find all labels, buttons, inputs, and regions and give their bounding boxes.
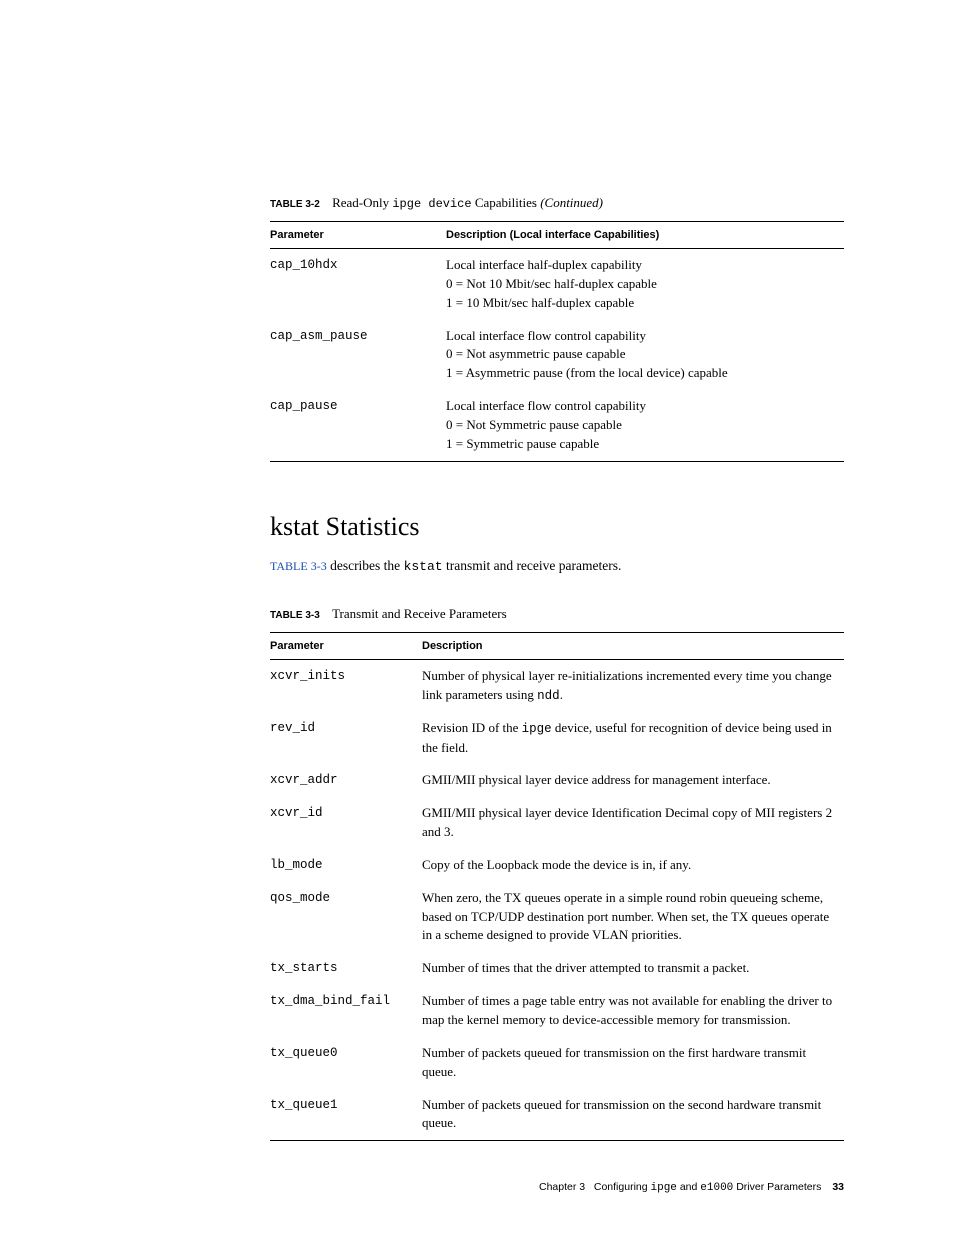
- table-3-2-caption-continued: (Continued): [540, 195, 603, 210]
- table-row: qos_mode When zero, the TX queues operat…: [270, 882, 844, 953]
- page: TABLE 3-2 Read-Only ipge device Capabili…: [0, 0, 954, 1254]
- table-3-2-header-desc: Description (Local interface Capabilitie…: [446, 222, 844, 249]
- table-row: xcvr_addr GMII/MII physical layer device…: [270, 764, 844, 797]
- table-3-3-label: TABLE 3-3: [270, 610, 320, 621]
- table-row: cap_asm_pause Local interface flow contr…: [270, 320, 844, 391]
- footer-title-pre: Configuring: [594, 1181, 651, 1193]
- table-row: lb_mode Copy of the Loopback mode the de…: [270, 849, 844, 882]
- param-cell: cap_pause: [270, 390, 446, 461]
- table-3-3-caption: TABLE 3-3 Transmit and Receive Parameter…: [270, 606, 844, 622]
- param-cell: cap_asm_pause: [270, 320, 446, 391]
- desc-cell: Number of times that the driver attempte…: [422, 952, 844, 985]
- desc-cell: GMII/MII physical layer device address f…: [422, 764, 844, 797]
- table-3-2-header-param: Parameter: [270, 222, 446, 249]
- param-cell: xcvr_inits: [270, 660, 422, 712]
- table-3-2: Parameter Description (Local interface C…: [270, 221, 844, 462]
- param-cell: rev_id: [270, 712, 422, 764]
- page-number: 33: [832, 1181, 844, 1193]
- table-3-3-caption-title: Transmit and Receive Parameters: [332, 606, 507, 621]
- desc-cell: Local interface half-duplex capability 0…: [446, 249, 844, 320]
- desc-cell: GMII/MII physical layer device Identific…: [422, 797, 844, 849]
- param-cell: qos_mode: [270, 882, 422, 953]
- desc-cell: Revision ID of the ipge device, useful f…: [422, 712, 844, 764]
- desc-cell: Number of packets queued for transmissio…: [422, 1037, 844, 1089]
- param-cell: tx_queue0: [270, 1037, 422, 1089]
- table-3-3: Parameter Description xcvr_inits Number …: [270, 632, 844, 1141]
- section-heading-kstat: kstat Statistics: [270, 512, 844, 542]
- table-row: tx_starts Number of times that the drive…: [270, 952, 844, 985]
- table-3-3-header-desc: Description: [422, 633, 844, 660]
- footer-code-ipge: ipge: [651, 1182, 677, 1194]
- table-3-3-link[interactable]: TABLE 3-3: [270, 559, 327, 573]
- param-cell: tx_queue1: [270, 1089, 422, 1141]
- table-3-2-caption-code: ipge device: [392, 197, 471, 211]
- desc-cell: Number of packets queued for transmissio…: [422, 1089, 844, 1141]
- table-3-2-caption-suffix: Capabilities: [472, 195, 541, 210]
- table-row: tx_queue0 Number of packets queued for t…: [270, 1037, 844, 1089]
- table-3-2-caption-prefix: Read-Only: [332, 195, 392, 210]
- table-row: cap_pause Local interface flow control c…: [270, 390, 844, 461]
- footer-title-post: Driver Parameters: [733, 1181, 821, 1193]
- table-3-3-header-param: Parameter: [270, 633, 422, 660]
- param-cell: tx_starts: [270, 952, 422, 985]
- param-cell: xcvr_addr: [270, 764, 422, 797]
- footer-chapter: Chapter 3: [539, 1181, 585, 1193]
- table-row: xcvr_inits Number of physical layer re-i…: [270, 660, 844, 712]
- desc-cell: When zero, the TX queues operate in a si…: [422, 882, 844, 953]
- footer-title-mid: and: [677, 1181, 700, 1193]
- desc-cell: Local interface flow control capability …: [446, 320, 844, 391]
- page-footer: Chapter 3 Configuring ipge and e1000 Dri…: [270, 1181, 844, 1194]
- param-cell: tx_dma_bind_fail: [270, 985, 422, 1037]
- param-cell: xcvr_id: [270, 797, 422, 849]
- table-row: rev_id Revision ID of the ipge device, u…: [270, 712, 844, 764]
- table-3-2-caption: TABLE 3-2 Read-Only ipge device Capabili…: [270, 195, 844, 211]
- desc-cell: Copy of the Loopback mode the device is …: [422, 849, 844, 882]
- desc-cell: Number of physical layer re-initializati…: [422, 660, 844, 712]
- table-3-2-label: TABLE 3-2: [270, 199, 320, 210]
- param-cell: lb_mode: [270, 849, 422, 882]
- table-row: tx_dma_bind_fail Number of times a page …: [270, 985, 844, 1037]
- param-cell: cap_10hdx: [270, 249, 446, 320]
- table-row: tx_queue1 Number of packets queued for t…: [270, 1089, 844, 1141]
- desc-cell: Number of times a page table entry was n…: [422, 985, 844, 1037]
- table-row: xcvr_id GMII/MII physical layer device I…: [270, 797, 844, 849]
- footer-code-e1000: e1000: [700, 1182, 733, 1194]
- table-row: cap_10hdx Local interface half-duplex ca…: [270, 249, 844, 320]
- intro-paragraph: TABLE 3-3 describes the kstat transmit a…: [270, 556, 844, 577]
- desc-cell: Local interface flow control capability …: [446, 390, 844, 461]
